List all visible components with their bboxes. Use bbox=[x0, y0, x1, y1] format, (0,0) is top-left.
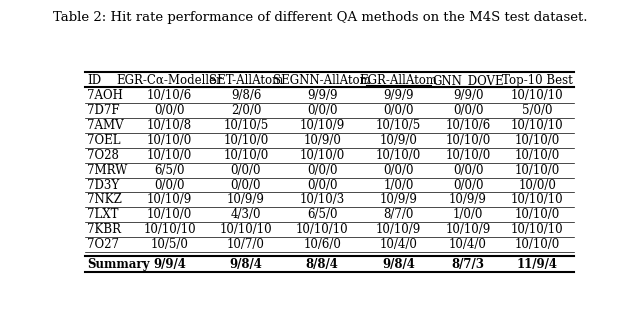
Text: 8/7/3: 8/7/3 bbox=[452, 258, 484, 270]
Text: 11/9/4: 11/9/4 bbox=[517, 258, 558, 270]
Text: 10/10/0: 10/10/0 bbox=[515, 164, 560, 177]
Text: 10/10/0: 10/10/0 bbox=[445, 134, 491, 147]
Text: 10/10/10: 10/10/10 bbox=[296, 223, 349, 236]
Text: 9/9/0: 9/9/0 bbox=[452, 89, 483, 102]
Text: 7AOH: 7AOH bbox=[88, 89, 124, 102]
Text: Summary: Summary bbox=[88, 258, 150, 270]
Text: 8/8/4: 8/8/4 bbox=[306, 258, 339, 270]
Text: EGR-Cα-Modeller: EGR-Cα-Modeller bbox=[116, 74, 223, 87]
Text: 10/10/0: 10/10/0 bbox=[223, 134, 269, 147]
Text: 10/9/9: 10/9/9 bbox=[449, 193, 487, 206]
Text: 0/0/0: 0/0/0 bbox=[307, 179, 337, 191]
Text: 10/4/0: 10/4/0 bbox=[380, 238, 417, 251]
Text: 0/0/0: 0/0/0 bbox=[452, 104, 483, 117]
Text: 10/10/9: 10/10/9 bbox=[445, 223, 491, 236]
Text: 0/0/0: 0/0/0 bbox=[154, 104, 185, 117]
Text: 10/10/10: 10/10/10 bbox=[511, 223, 564, 236]
Text: 10/10/0: 10/10/0 bbox=[147, 134, 192, 147]
Text: 0/0/0: 0/0/0 bbox=[230, 164, 261, 177]
Text: 10/10/5: 10/10/5 bbox=[376, 119, 421, 132]
Text: 10/10/9: 10/10/9 bbox=[147, 193, 192, 206]
Text: ID: ID bbox=[88, 74, 102, 87]
Text: 7O28: 7O28 bbox=[88, 149, 119, 162]
Text: 0/0/0: 0/0/0 bbox=[154, 179, 185, 191]
Text: 7D7F: 7D7F bbox=[88, 104, 120, 117]
Text: 7NKZ: 7NKZ bbox=[88, 193, 122, 206]
Text: GNN_DOVE: GNN_DOVE bbox=[432, 74, 504, 87]
Text: 9/9/4: 9/9/4 bbox=[153, 258, 186, 270]
Text: 8/7/0: 8/7/0 bbox=[383, 208, 414, 221]
Text: 0/0/0: 0/0/0 bbox=[307, 164, 337, 177]
Text: 7AMV: 7AMV bbox=[88, 119, 124, 132]
Text: 10/10/9: 10/10/9 bbox=[300, 119, 345, 132]
Text: 10/10/10: 10/10/10 bbox=[511, 119, 564, 132]
Text: 10/10/10: 10/10/10 bbox=[511, 193, 564, 206]
Text: 10/5/0: 10/5/0 bbox=[150, 238, 189, 251]
Text: 0/0/0: 0/0/0 bbox=[230, 179, 261, 191]
Text: 2/0/0: 2/0/0 bbox=[231, 104, 261, 117]
Text: 10/10/9: 10/10/9 bbox=[376, 223, 421, 236]
Text: 10/10/0: 10/10/0 bbox=[300, 149, 345, 162]
Text: 7OEL: 7OEL bbox=[88, 134, 121, 147]
Text: 0/0/0: 0/0/0 bbox=[452, 164, 483, 177]
Text: 10/10/0: 10/10/0 bbox=[515, 208, 560, 221]
Text: 10/10/0: 10/10/0 bbox=[147, 149, 192, 162]
Text: 10/10/6: 10/10/6 bbox=[147, 89, 192, 102]
Text: 0/0/0: 0/0/0 bbox=[307, 104, 337, 117]
Text: 10/6/0: 10/6/0 bbox=[303, 238, 341, 251]
Text: 6/5/0: 6/5/0 bbox=[307, 208, 337, 221]
Text: 1/0/0: 1/0/0 bbox=[383, 179, 414, 191]
Text: 0/0/0: 0/0/0 bbox=[383, 104, 414, 117]
Text: 10/10/0: 10/10/0 bbox=[147, 208, 192, 221]
Text: 9/9/9: 9/9/9 bbox=[383, 89, 414, 102]
Text: SET-AllAtom: SET-AllAtom bbox=[209, 74, 283, 87]
Text: 9/8/4: 9/8/4 bbox=[382, 258, 415, 270]
Text: 7LXT: 7LXT bbox=[88, 208, 119, 221]
Text: 0/0/0: 0/0/0 bbox=[452, 179, 483, 191]
Text: 7D3Y: 7D3Y bbox=[88, 179, 120, 191]
Text: 1/0/0: 1/0/0 bbox=[453, 208, 483, 221]
Text: 7O27: 7O27 bbox=[88, 238, 120, 251]
Text: Top-10 Best: Top-10 Best bbox=[502, 74, 573, 87]
Text: 4/3/0: 4/3/0 bbox=[230, 208, 261, 221]
Text: Table 2: Hit rate performance of different QA methods on the M4S test dataset.: Table 2: Hit rate performance of differe… bbox=[52, 11, 588, 24]
Text: 10/10/0: 10/10/0 bbox=[445, 149, 491, 162]
Text: EGR-AllAtom: EGR-AllAtom bbox=[360, 74, 438, 87]
Text: 6/5/0: 6/5/0 bbox=[154, 164, 185, 177]
Text: 10/10/8: 10/10/8 bbox=[147, 119, 192, 132]
Text: 9/8/4: 9/8/4 bbox=[230, 258, 262, 270]
Text: 7KBR: 7KBR bbox=[88, 223, 122, 236]
Text: 9/8/6: 9/8/6 bbox=[231, 89, 261, 102]
Text: 10/10/0: 10/10/0 bbox=[376, 149, 421, 162]
Text: 10/10/6: 10/10/6 bbox=[445, 119, 491, 132]
Text: 5/0/0: 5/0/0 bbox=[522, 104, 553, 117]
Text: 7MRW: 7MRW bbox=[88, 164, 128, 177]
Text: 10/10/0: 10/10/0 bbox=[515, 149, 560, 162]
Text: 10/10/10: 10/10/10 bbox=[511, 89, 564, 102]
Text: 10/10/0: 10/10/0 bbox=[515, 238, 560, 251]
Text: 10/0/0: 10/0/0 bbox=[518, 179, 556, 191]
Text: 10/9/9: 10/9/9 bbox=[380, 193, 417, 206]
Text: 10/4/0: 10/4/0 bbox=[449, 238, 487, 251]
Text: 10/10/10: 10/10/10 bbox=[220, 223, 272, 236]
Text: SEGNN-AllAtom: SEGNN-AllAtom bbox=[273, 74, 371, 87]
Text: 10/9/0: 10/9/0 bbox=[380, 134, 417, 147]
Text: 10/10/10: 10/10/10 bbox=[143, 223, 196, 236]
Text: 10/10/3: 10/10/3 bbox=[300, 193, 345, 206]
Text: 10/10/0: 10/10/0 bbox=[515, 134, 560, 147]
Text: 10/9/0: 10/9/0 bbox=[303, 134, 341, 147]
Text: 10/10/0: 10/10/0 bbox=[223, 149, 269, 162]
Text: 10/9/9: 10/9/9 bbox=[227, 193, 265, 206]
Text: 10/7/0: 10/7/0 bbox=[227, 238, 265, 251]
Text: 0/0/0: 0/0/0 bbox=[383, 164, 414, 177]
Text: 10/10/5: 10/10/5 bbox=[223, 119, 269, 132]
Text: 9/9/9: 9/9/9 bbox=[307, 89, 337, 102]
